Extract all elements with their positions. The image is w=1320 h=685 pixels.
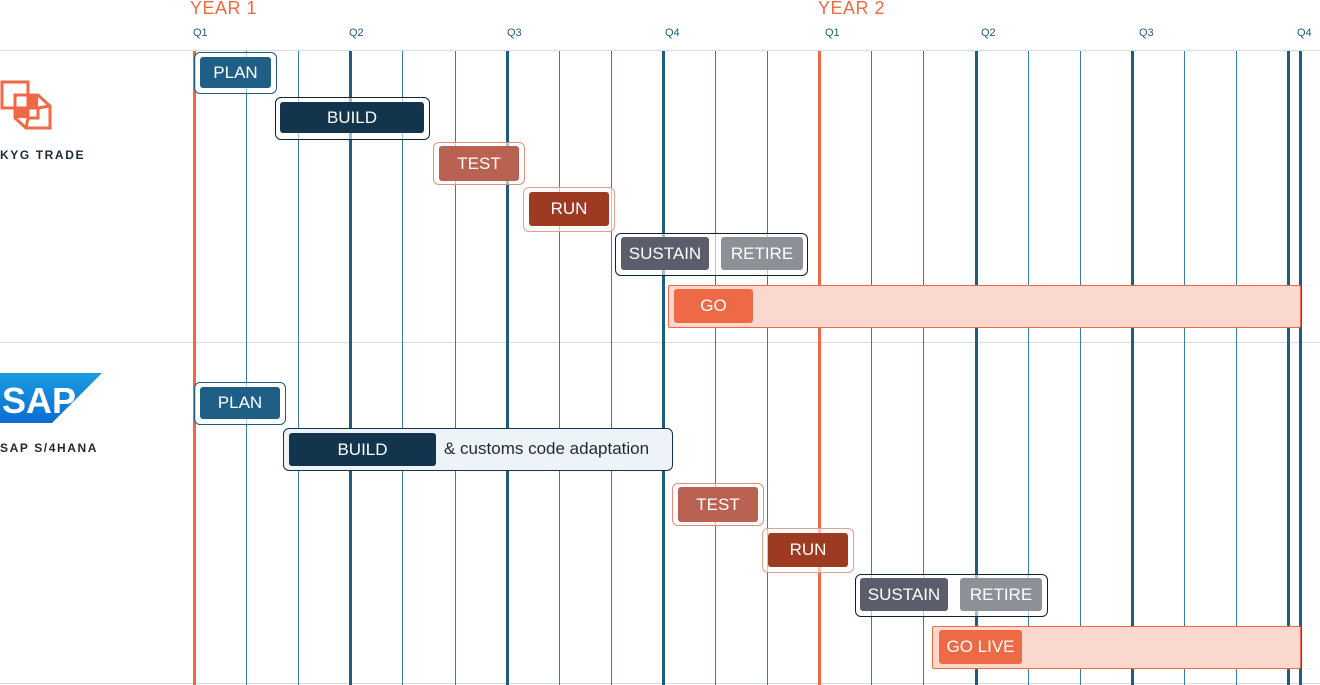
quarter-label: Q1 <box>193 27 208 39</box>
sustain-task-bar[interactable]: SUSTAIN <box>860 578 948 611</box>
sap-logo-text: SAP <box>2 380 76 421</box>
row-separator <box>0 342 1320 343</box>
year-2-label: YEAR 2 <box>818 0 886 18</box>
quarter-line <box>506 51 509 685</box>
quarter-label: Q3 <box>507 27 522 39</box>
month-line <box>871 51 872 685</box>
quarter-line <box>1287 51 1290 685</box>
quarter-line <box>1131 51 1134 685</box>
quarter-line <box>1299 51 1302 685</box>
month-line <box>1080 51 1081 685</box>
retire-task-bar[interactable]: RETIRE <box>960 578 1042 611</box>
year-start-line <box>818 51 821 685</box>
quarter-line <box>975 51 978 685</box>
month-line <box>402 51 403 685</box>
month-line <box>559 51 560 685</box>
month-line <box>1028 51 1029 685</box>
quarter-label: Q3 <box>1139 27 1154 39</box>
month-line <box>455 51 456 685</box>
company-label-kyg-trade: KYG TRADE <box>0 148 86 162</box>
month-line <box>923 51 924 685</box>
quarter-label: Q4 <box>665 27 680 39</box>
run-task-bar[interactable]: RUN <box>529 192 609 226</box>
company-label-sap-s4hana: SAP S/4HANA <box>0 441 99 455</box>
run-task-bar[interactable]: RUN <box>768 533 848 567</box>
month-line <box>298 51 299 685</box>
test-task-bar[interactable]: TEST <box>678 487 758 522</box>
go-task-band <box>668 285 1301 328</box>
month-line <box>767 51 768 685</box>
month-line <box>246 51 247 685</box>
build-task-note: & customs code adaptation <box>444 439 650 458</box>
build-task-bar[interactable]: BUILD <box>289 433 436 466</box>
year-start-line <box>193 51 196 685</box>
month-line <box>611 51 612 685</box>
test-task-bar[interactable]: TEST <box>439 146 519 181</box>
quarter-label: Q2 <box>349 27 364 39</box>
year-1-label: YEAR 1 <box>190 0 258 18</box>
sustain-task-bar[interactable]: SUSTAIN <box>621 237 709 270</box>
header-separator <box>0 50 1320 51</box>
plan-task-bar[interactable]: PLAN <box>200 57 271 88</box>
quarter-line <box>349 51 352 685</box>
quarter-label: Q2 <box>981 27 996 39</box>
plan-task-bar[interactable]: PLAN <box>200 387 280 419</box>
month-line <box>1184 51 1185 685</box>
go-live-task-bar[interactable]: GO LIVE <box>939 630 1022 664</box>
quarter-label: Q1 <box>825 27 840 39</box>
bottom-separator <box>0 683 1320 684</box>
month-line <box>1236 51 1237 685</box>
quarter-line <box>662 51 665 685</box>
build-task-bar[interactable]: BUILD <box>280 102 424 133</box>
sap-logo-icon: SAP <box>0 373 102 423</box>
retire-task-bar[interactable]: RETIRE <box>721 237 803 270</box>
quarter-label: Q4 <box>1297 27 1312 39</box>
kyg-trade-logo-icon <box>0 80 52 130</box>
month-line <box>715 51 716 685</box>
go-task-bar[interactable]: GO <box>674 289 753 323</box>
